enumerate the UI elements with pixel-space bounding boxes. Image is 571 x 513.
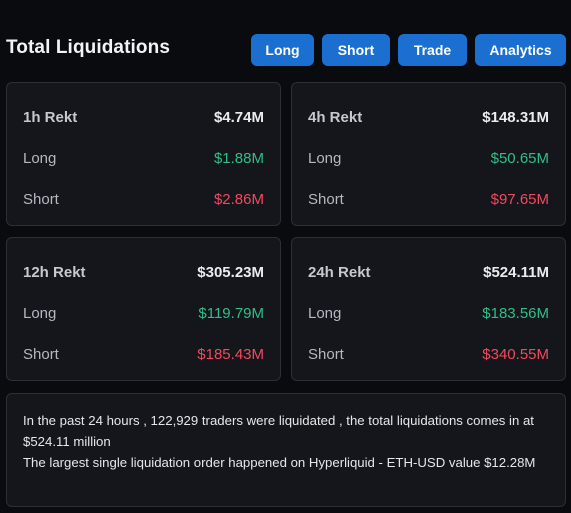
short-label: Short xyxy=(308,190,344,208)
period-label: 1h Rekt xyxy=(23,108,78,126)
total-value: $4.74M xyxy=(213,108,264,126)
period-label: 4h Rekt xyxy=(308,108,363,126)
summary-line-total: In the past 24 hours , 122,929 traders w… xyxy=(23,413,534,449)
long-value: $119.79M xyxy=(198,304,264,322)
total-value: $148.31M xyxy=(482,108,549,126)
long-label: Long xyxy=(23,304,57,322)
header: Total Liquidations Long Short Trade Anal… xyxy=(6,34,566,66)
long-value: $1.88M xyxy=(213,149,264,167)
short-value: $340.55M xyxy=(482,345,549,363)
liquidation-card-24h: 24h Rekt $524.11M Long $183.56M Short $3… xyxy=(291,237,566,381)
liquidation-card-12h: 12h Rekt $305.23M Long $119.79M Short $1… xyxy=(6,237,281,381)
long-label: Long xyxy=(308,149,342,167)
card-long-row: Long $119.79M xyxy=(23,303,264,323)
liquidation-summary: In the past 24 hours , 122,929 traders w… xyxy=(6,393,566,507)
card-short-row: Short $340.55M xyxy=(308,344,549,364)
short-label: Short xyxy=(23,345,59,363)
short-label: Short xyxy=(308,345,344,363)
long-button[interactable]: Long xyxy=(251,34,314,66)
analytics-button[interactable]: Analytics xyxy=(475,34,566,66)
period-label: 24h Rekt xyxy=(308,263,371,281)
card-short-row: Short $185.43M xyxy=(23,344,264,364)
total-value: $305.23M xyxy=(197,263,264,281)
card-long-row: Long $1.88M xyxy=(23,148,264,168)
short-value: $2.86M xyxy=(213,190,264,208)
card-long-row: Long $50.65M xyxy=(308,148,549,168)
long-value: $183.56M xyxy=(482,304,549,322)
page-title: Total Liquidations xyxy=(6,37,170,58)
long-label: Long xyxy=(23,149,57,167)
short-value: $97.65M xyxy=(490,190,549,208)
card-total-row: 4h Rekt $148.31M xyxy=(308,107,549,127)
card-total-row: 12h Rekt $305.23M xyxy=(23,262,264,282)
short-button[interactable]: Short xyxy=(322,34,390,66)
period-label: 12h Rekt xyxy=(23,263,86,281)
trade-button[interactable]: Trade xyxy=(398,34,467,66)
long-value: $50.65M xyxy=(490,149,549,167)
card-short-row: Short $2.86M xyxy=(23,189,264,209)
short-label: Short xyxy=(23,190,59,208)
card-long-row: Long $183.56M xyxy=(308,303,549,323)
short-value: $185.43M xyxy=(197,345,264,363)
summary-line-largest: The largest single liquidation order hap… xyxy=(23,455,536,470)
card-total-row: 24h Rekt $524.11M xyxy=(308,262,549,282)
card-short-row: Short $97.65M xyxy=(308,189,549,209)
card-total-row: 1h Rekt $4.74M xyxy=(23,107,264,127)
total-value: $524.11M xyxy=(483,263,549,281)
long-label: Long xyxy=(308,304,342,322)
liquidation-card-1h: 1h Rekt $4.74M Long $1.88M Short $2.86M xyxy=(6,82,281,226)
liquidation-card-4h: 4h Rekt $148.31M Long $50.65M Short $97.… xyxy=(291,82,566,226)
